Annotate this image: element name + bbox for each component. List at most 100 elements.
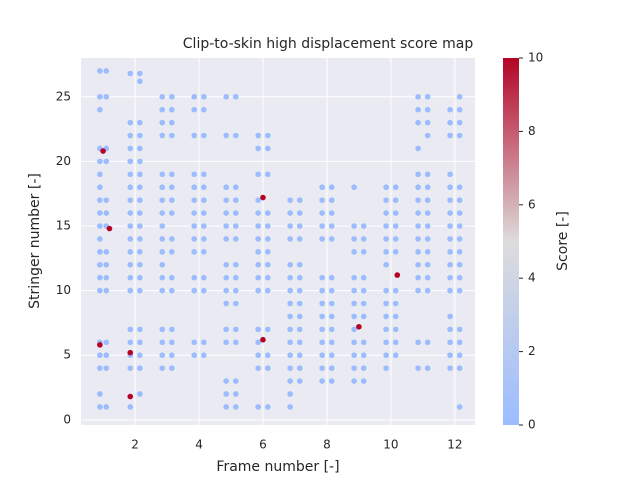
point <box>351 378 357 384</box>
point <box>456 236 463 242</box>
point <box>103 197 110 203</box>
point <box>264 404 271 410</box>
point <box>319 197 325 203</box>
point <box>392 300 399 307</box>
point <box>159 210 166 216</box>
point <box>127 70 134 77</box>
point <box>232 287 239 294</box>
point <box>97 197 103 203</box>
point <box>223 261 229 268</box>
point <box>201 106 207 113</box>
point <box>103 249 110 255</box>
point <box>319 339 325 346</box>
point <box>392 313 399 320</box>
point <box>137 223 143 229</box>
point <box>328 274 335 281</box>
point <box>415 171 421 178</box>
point <box>201 249 207 255</box>
y-tick-label: 5 <box>63 348 71 362</box>
y-tick-label: 10 <box>56 283 71 297</box>
point <box>159 93 166 100</box>
point <box>360 352 367 359</box>
x-tick-label: 6 <box>259 438 267 452</box>
point <box>159 249 166 255</box>
point <box>319 184 325 191</box>
point <box>103 210 110 216</box>
point <box>232 404 239 410</box>
point <box>328 236 335 242</box>
point <box>264 261 271 268</box>
point <box>392 326 399 333</box>
point <box>383 249 389 255</box>
point <box>232 132 239 139</box>
point <box>97 184 103 191</box>
point <box>351 365 357 371</box>
point <box>127 197 134 203</box>
point <box>201 93 207 100</box>
point <box>191 274 198 281</box>
point <box>223 287 229 294</box>
point <box>191 249 198 255</box>
point <box>319 210 325 216</box>
point <box>223 93 229 100</box>
point <box>255 326 261 333</box>
point <box>360 236 367 242</box>
point <box>447 352 453 359</box>
point <box>137 78 143 85</box>
point <box>392 249 399 255</box>
point <box>103 68 110 74</box>
point <box>447 339 453 346</box>
point <box>137 391 143 397</box>
point <box>97 404 103 410</box>
point <box>137 210 143 216</box>
point <box>137 119 143 126</box>
point <box>97 93 103 100</box>
point <box>159 223 166 229</box>
point <box>159 197 166 203</box>
point <box>103 404 110 410</box>
point <box>328 378 335 384</box>
point <box>127 287 134 294</box>
point <box>97 106 103 113</box>
point <box>97 261 103 268</box>
point <box>223 236 229 242</box>
colorbar-tick-label: 4 <box>528 271 536 285</box>
point <box>137 171 143 178</box>
point <box>351 287 357 294</box>
point <box>319 378 325 384</box>
point <box>328 223 335 229</box>
point <box>319 352 325 359</box>
plot-area <box>81 58 475 425</box>
point <box>232 93 239 100</box>
point <box>392 197 399 203</box>
point <box>103 365 110 371</box>
point <box>103 287 110 294</box>
point <box>360 339 367 346</box>
point <box>415 249 421 255</box>
point <box>232 210 239 216</box>
point <box>127 171 134 178</box>
point <box>127 274 134 281</box>
point <box>169 119 175 126</box>
point <box>137 236 143 242</box>
x-tick-label: 8 <box>323 438 331 452</box>
point <box>137 158 143 165</box>
point <box>415 93 421 100</box>
point <box>296 352 303 359</box>
point <box>127 349 134 356</box>
point <box>415 210 421 216</box>
point <box>255 236 261 242</box>
point <box>127 145 134 152</box>
point <box>201 184 207 191</box>
point <box>351 249 357 255</box>
point <box>97 287 103 294</box>
point <box>137 184 143 191</box>
point <box>328 352 335 359</box>
point <box>169 197 175 203</box>
point <box>392 339 399 346</box>
point <box>159 132 166 139</box>
point <box>191 171 198 178</box>
point <box>296 261 303 268</box>
point <box>447 249 453 255</box>
point <box>264 132 271 139</box>
